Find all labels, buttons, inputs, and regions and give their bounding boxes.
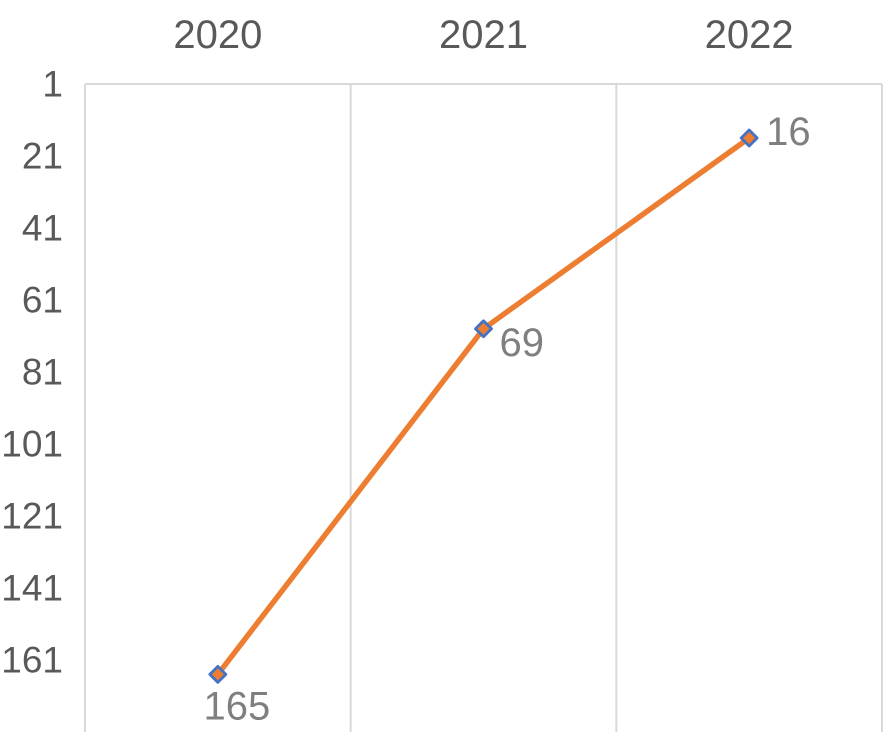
- y-axis-tick-label: 141: [1, 568, 63, 609]
- x-axis-category-label: 2020: [173, 13, 262, 57]
- y-axis-tick-label: 121: [1, 496, 63, 537]
- data-point-marker: [739, 128, 759, 148]
- x-axis-category-label: 2021: [439, 13, 528, 57]
- y-axis-tick-label: 21: [22, 136, 63, 177]
- data-point-marker: [208, 665, 228, 684]
- series-line: [215, 135, 752, 678]
- series-layer: [208, 128, 759, 684]
- data-point-label: 69: [500, 321, 545, 365]
- data-labels-layer: 165 69 16: [203, 110, 810, 728]
- data-point-label: 165: [203, 684, 270, 728]
- y-axis-tick-label: 61: [22, 280, 63, 321]
- data-point-marker: [474, 319, 493, 339]
- data-point-label: 16: [766, 110, 811, 154]
- y-axis-tick-label: 1: [42, 64, 63, 105]
- y-axis-tick-label: 101: [1, 424, 63, 465]
- y-axis-tick-label: 161: [1, 640, 63, 681]
- y-axis-tick-label: 41: [22, 208, 63, 249]
- plot-area: [84, 83, 883, 732]
- y-axis-tick-label: 81: [22, 352, 63, 393]
- x-axis-category-label: 2022: [705, 13, 794, 57]
